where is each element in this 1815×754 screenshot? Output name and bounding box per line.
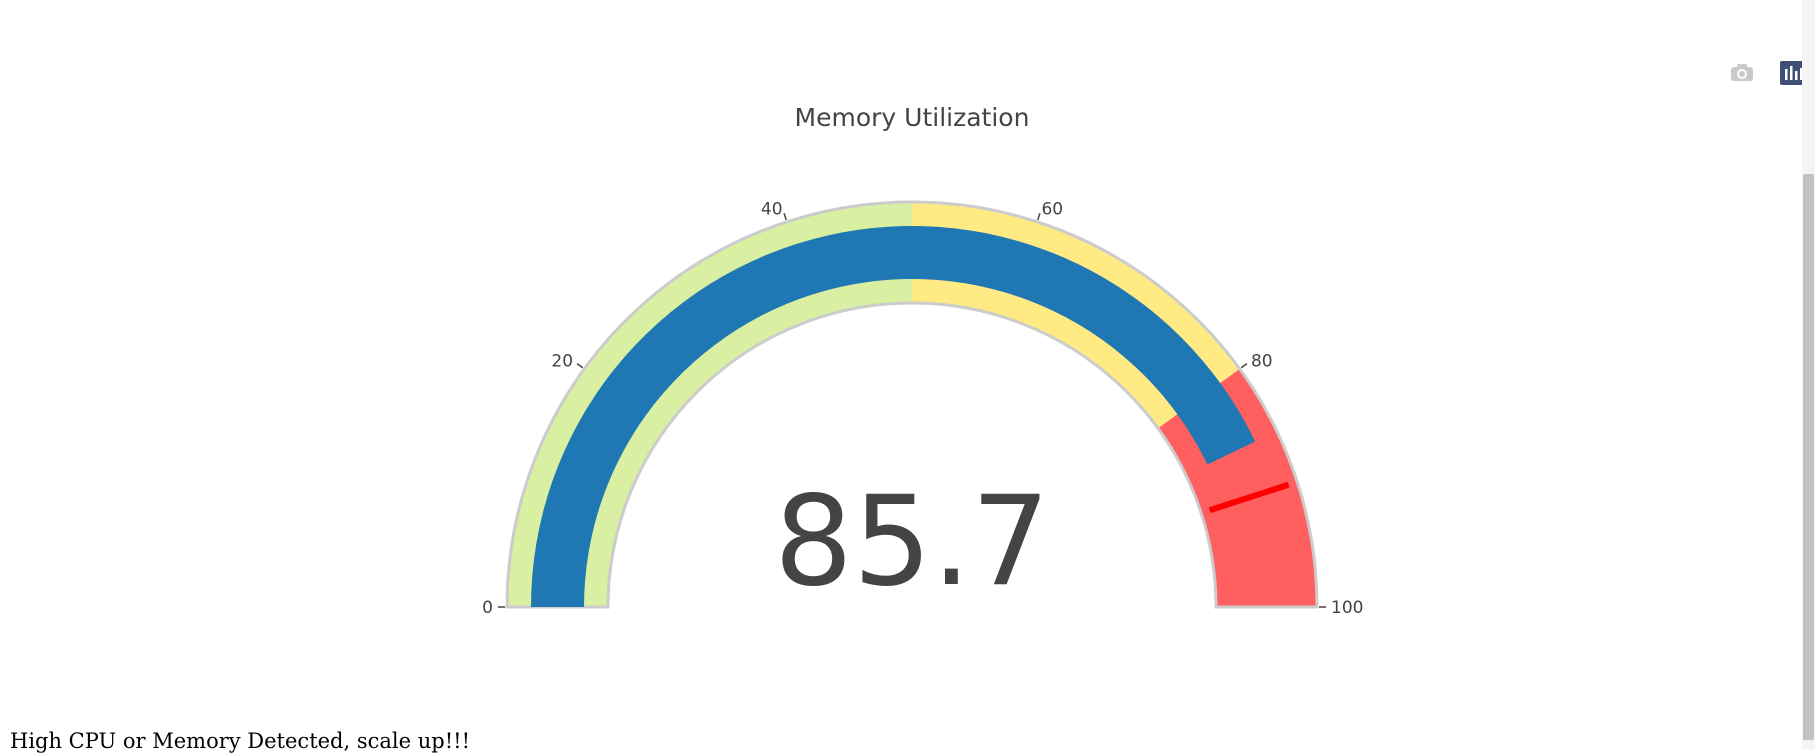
- gauge-tick-label-100: 100: [1331, 598, 1363, 618]
- plotly-logo-icon[interactable]: [1779, 60, 1807, 86]
- scrollbar-thumb[interactable]: [1803, 174, 1814, 740]
- gauge-tick-mark-60: [1037, 213, 1041, 221]
- gauge-tick-mark-40: [783, 213, 787, 221]
- gauge-tick-label-20: 20: [551, 352, 573, 372]
- alert-message: High CPU or Memory Detected, scale up!!!: [10, 729, 471, 753]
- gauge-tick-mark-80: [1240, 363, 1248, 369]
- gauge-threshold-line: [1208, 481, 1290, 514]
- chart-title: Memory Utilization: [795, 103, 1030, 132]
- gauge-value-bar: [531, 226, 1256, 607]
- gauge-tick-label-80: 80: [1251, 352, 1273, 372]
- camera-icon[interactable]: [1728, 60, 1756, 86]
- gauge-value-label: 85.7: [774, 470, 1050, 614]
- gauge-tick-label-40: 40: [761, 200, 783, 220]
- gauge-tick-label-60: 60: [1041, 200, 1063, 220]
- gauge-step-0: [507, 202, 912, 607]
- gauge-tick-mark-20: [576, 363, 584, 369]
- gauge-tick-label-0: 0: [482, 598, 493, 618]
- gauge-outline: [505, 200, 1319, 609]
- scrollbar-track[interactable]: [1802, 0, 1815, 749]
